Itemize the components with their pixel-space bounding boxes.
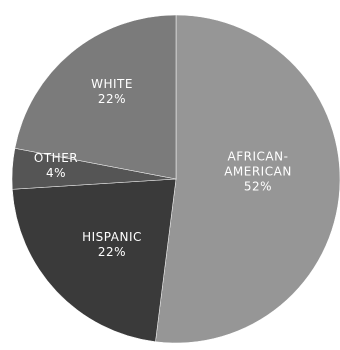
- slice-category-label: AMERICAN: [224, 165, 292, 179]
- slice-value-label: 52%: [244, 180, 272, 194]
- slice-category-label: HISPANIC: [82, 230, 142, 244]
- slice-category-label: WHITE: [91, 77, 133, 91]
- slice-category-label: OTHER: [34, 151, 78, 165]
- slice-value-label: 4%: [46, 166, 66, 180]
- slice-value-label: 22%: [98, 92, 126, 106]
- slice-value-label: 22%: [98, 245, 126, 259]
- pie-slice-hispanic: [12, 178, 177, 342]
- pie-slice-white: [14, 14, 177, 180]
- slice-category-label: AFRICAN-: [228, 150, 289, 164]
